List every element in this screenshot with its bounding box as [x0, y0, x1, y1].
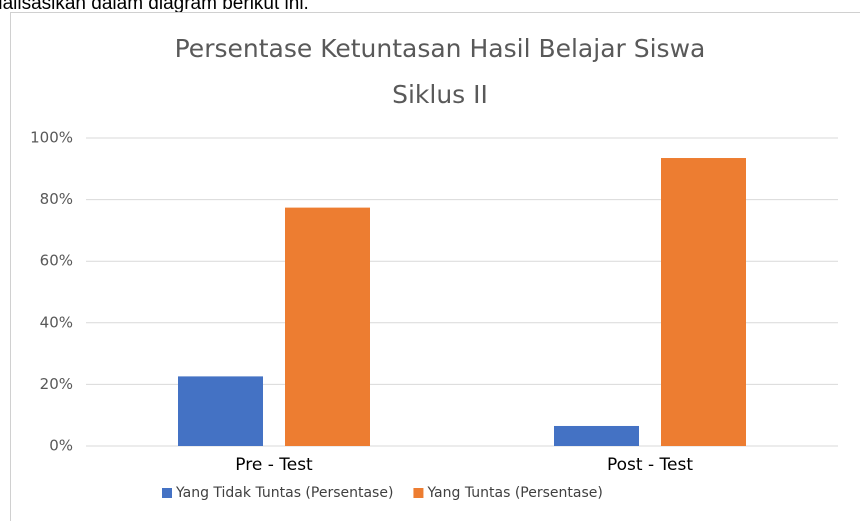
y-tick-label: 60% — [40, 252, 73, 270]
bar — [554, 425, 639, 446]
y-tick-label: 80% — [40, 190, 73, 208]
legend-label: Yang Tidak Tuntas (Persentase) — [175, 485, 393, 501]
legend-label: Yang Tuntas (Persentase) — [426, 485, 602, 501]
bar — [661, 158, 746, 446]
bar — [178, 376, 263, 446]
bar — [285, 207, 370, 446]
y-tick-label: 0% — [49, 437, 73, 455]
y-tick-label: 100% — [30, 129, 73, 147]
intro-text: ualisasikan dalam diagram berikut ini. — [0, 0, 309, 14]
x-tick-label: Post - Test — [607, 455, 693, 475]
y-tick-label: 40% — [40, 313, 73, 331]
legend-swatch — [162, 488, 172, 498]
y-tick-label: 20% — [40, 375, 73, 393]
x-tick-label: Pre - Test — [235, 455, 313, 475]
legend-swatch — [413, 488, 424, 498]
chart-title: Persentase Ketuntasan Hasil Belajar Sisw… — [175, 34, 706, 63]
chart-title: Siklus II — [392, 80, 488, 109]
